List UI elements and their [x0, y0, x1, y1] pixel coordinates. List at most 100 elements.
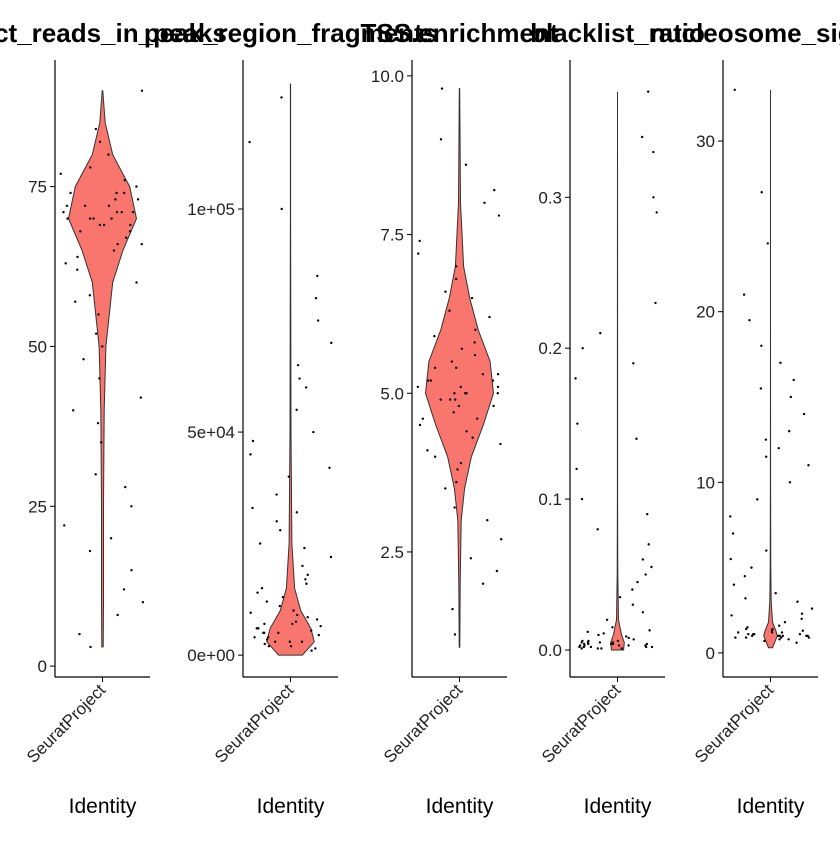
point	[598, 641, 602, 644]
point	[648, 629, 651, 632]
panel-title: blacklist_ratio	[530, 18, 705, 48]
point	[788, 481, 792, 484]
point	[617, 644, 621, 647]
point	[92, 217, 95, 220]
point	[296, 363, 300, 367]
point	[298, 377, 301, 380]
point	[287, 475, 291, 478]
point	[310, 649, 313, 652]
point	[632, 638, 635, 641]
point	[788, 429, 791, 433]
point	[116, 613, 119, 617]
point	[605, 618, 609, 622]
point	[267, 645, 271, 648]
point	[263, 631, 266, 635]
point	[596, 647, 600, 650]
point	[135, 281, 138, 284]
point	[611, 626, 614, 629]
point	[599, 331, 602, 335]
violin	[424, 88, 495, 648]
point	[635, 437, 638, 440]
point	[578, 644, 582, 647]
point	[744, 636, 748, 639]
point	[655, 211, 658, 214]
point	[426, 449, 429, 452]
point	[88, 294, 92, 297]
point	[96, 421, 100, 425]
point	[756, 498, 759, 501]
point	[455, 265, 458, 268]
point	[279, 529, 282, 532]
point	[102, 223, 106, 227]
point	[787, 638, 790, 641]
point	[140, 242, 143, 246]
point	[650, 565, 653, 569]
point	[771, 627, 774, 631]
point	[646, 512, 649, 516]
point	[260, 587, 264, 590]
point	[421, 417, 425, 420]
y-tick-label: 0	[38, 657, 47, 676]
point	[98, 377, 101, 380]
point	[473, 353, 477, 357]
point	[780, 631, 784, 634]
point	[329, 555, 333, 559]
x-tick-label: SeuratProject	[538, 680, 624, 766]
point	[454, 398, 457, 401]
point	[448, 309, 451, 312]
y-tick-label: 10	[696, 473, 715, 492]
point	[654, 301, 657, 305]
y-tick-label: 75	[28, 178, 47, 197]
point	[730, 614, 733, 617]
point	[314, 647, 317, 650]
y-tick-label: 0e+00	[187, 646, 235, 665]
point	[291, 622, 294, 626]
point	[418, 423, 422, 427]
point	[135, 185, 138, 188]
point	[596, 528, 599, 531]
point	[644, 573, 647, 576]
point	[576, 422, 579, 425]
point	[582, 642, 586, 646]
point	[734, 636, 737, 639]
point	[265, 600, 269, 603]
point	[778, 634, 781, 638]
point	[130, 505, 133, 508]
point	[732, 583, 736, 586]
point	[600, 647, 603, 650]
point	[631, 588, 634, 591]
point	[795, 641, 798, 644]
point	[500, 538, 503, 541]
point	[627, 644, 630, 647]
point	[589, 645, 593, 649]
y-tick-label: 0	[706, 644, 715, 663]
point	[497, 214, 501, 217]
point	[74, 300, 77, 303]
point	[316, 274, 319, 278]
point	[750, 566, 753, 569]
point	[586, 641, 590, 644]
x-tick-label: SeuratProject	[691, 680, 777, 766]
point	[94, 332, 98, 335]
point	[452, 411, 455, 414]
point	[433, 366, 437, 370]
point	[416, 385, 420, 389]
point	[98, 223, 102, 227]
point	[300, 640, 304, 643]
point	[748, 319, 751, 322]
point	[627, 636, 630, 640]
point	[120, 210, 123, 214]
y-tick-label: 2.5	[380, 543, 404, 562]
point	[444, 290, 447, 293]
point	[736, 631, 740, 634]
point	[459, 461, 463, 465]
point	[750, 634, 754, 638]
violin	[67, 90, 138, 648]
y-tick-label: 20	[696, 303, 715, 322]
point	[312, 430, 315, 434]
point	[141, 600, 145, 604]
point	[580, 497, 584, 501]
point	[417, 252, 420, 255]
point	[433, 334, 436, 338]
point	[140, 89, 144, 92]
